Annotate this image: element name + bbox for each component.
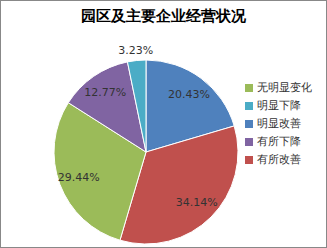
svg-text:20.43%: 20.43%: [168, 88, 210, 101]
svg-text:29.44%: 29.44%: [58, 171, 100, 184]
html-text:无明显变化: 无明显变化: [257, 81, 312, 94]
svg-text:12.77%: 12.77%: [84, 86, 126, 99]
html-text:有所下降: 有所下降: [257, 135, 301, 148]
html-text:明显改善: 明显改善: [257, 117, 301, 130]
html-text:有所改善: 有所改善: [257, 153, 301, 166]
svg-text:34.14%: 34.14%: [176, 196, 218, 209]
html-text:园区及主要企业经营状况: 园区及主要企业经营状况: [81, 7, 246, 25]
html-text:明显下降: 明显下降: [257, 99, 301, 112]
svg-text:3.23%: 3.23%: [118, 44, 153, 57]
